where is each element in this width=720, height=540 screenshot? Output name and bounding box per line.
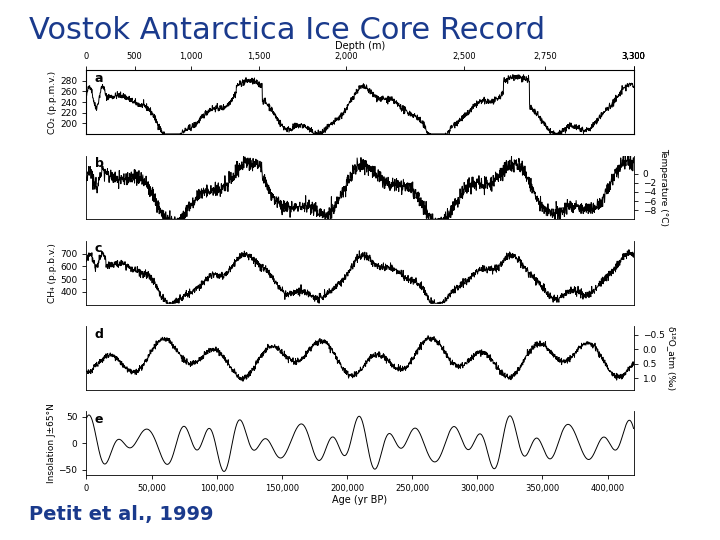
X-axis label: Age (yr BP): Age (yr BP) bbox=[333, 495, 387, 504]
Text: a: a bbox=[94, 72, 103, 85]
Text: c: c bbox=[94, 242, 102, 255]
Text: d: d bbox=[94, 328, 104, 341]
Y-axis label: δ¹⁸O_atm (‰): δ¹⁸O_atm (‰) bbox=[667, 326, 676, 390]
Text: e: e bbox=[94, 413, 103, 426]
Text: Petit et al., 1999: Petit et al., 1999 bbox=[29, 505, 213, 524]
Y-axis label: CO₂ (p.p.m.v.): CO₂ (p.p.m.v.) bbox=[48, 71, 58, 133]
Text: Vostok Antarctica Ice Core Record: Vostok Antarctica Ice Core Record bbox=[29, 16, 545, 45]
Y-axis label: Insolation J±65°N: Insolation J±65°N bbox=[47, 403, 55, 483]
Y-axis label: Temperature (°C): Temperature (°C) bbox=[659, 148, 667, 226]
Y-axis label: CH₄ (p.p.b.v.): CH₄ (p.p.b.v.) bbox=[48, 243, 58, 302]
Text: b: b bbox=[94, 157, 104, 170]
X-axis label: Depth (m): Depth (m) bbox=[335, 42, 385, 51]
